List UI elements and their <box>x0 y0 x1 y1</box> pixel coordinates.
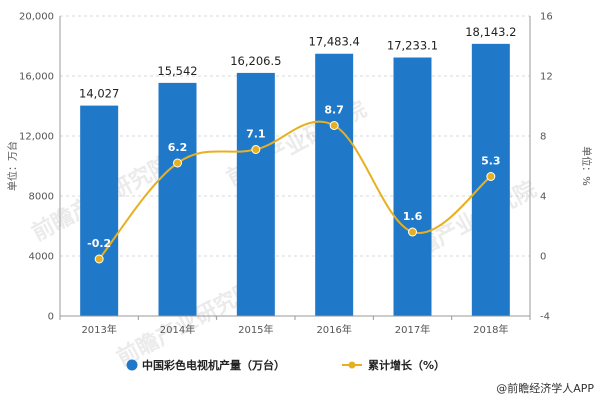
growth-point <box>329 121 339 130</box>
bar-value-label: 17,483.4 <box>309 35 360 49</box>
y-tick-right: 16 <box>540 12 553 23</box>
x-tick-label: 2014年 <box>160 323 195 336</box>
y-tick-right: 0 <box>540 252 546 263</box>
y-tick-right: -4 <box>540 312 550 323</box>
y-tick-right: 4 <box>540 192 546 203</box>
growth-value-label: -0.2 <box>87 237 111 250</box>
y-tick-left: 16,000 <box>19 72 54 83</box>
bar <box>80 105 119 316</box>
growth-point <box>486 172 496 181</box>
growth-value-label: 6.2 <box>168 141 188 154</box>
bar-value-label: 15,542 <box>157 64 197 78</box>
grid-lines <box>60 15 530 317</box>
axes: 0 4000 8000 12,000 16,000 20,000 -4 0 4 8 12 16 2013… <box>19 12 553 337</box>
bar-value-label: 17,233.1 <box>387 39 438 53</box>
data-labels: 14,027 15,542 16,206.5 17,483.4 17,233.1 18,1… <box>79 25 516 250</box>
bar <box>236 72 275 316</box>
legend-marker-line <box>348 361 356 369</box>
legend-marker-bar <box>126 359 138 371</box>
growth-point <box>251 145 261 154</box>
legend-label-line: 累计增长（%） <box>368 358 445 372</box>
bar-value-label: 18,143.2 <box>465 25 516 39</box>
x-tick-label: 2013年 <box>81 323 116 336</box>
growth-value-label: 1.6 <box>403 210 423 223</box>
source-credit: @前瞻经济学人APP <box>496 381 594 395</box>
y-tick-right: 12 <box>540 72 553 83</box>
growth-value-label: 8.7 <box>324 104 344 117</box>
x-tick-label: 2015年 <box>238 323 273 336</box>
bar <box>315 53 354 317</box>
y-tick-left: 8000 <box>29 192 54 203</box>
line-series <box>94 120 496 264</box>
growth-value-label: 5.3 <box>481 155 501 168</box>
bar <box>158 82 197 317</box>
x-tick-label: 2017年 <box>395 323 430 336</box>
growth-point <box>94 254 104 264</box>
growth-value-label: 7.1 <box>246 128 266 141</box>
bar-value-label: 14,027 <box>79 87 119 101</box>
y-axis-left-title: 单位：万台 <box>6 141 19 191</box>
bar-value-label: 16,206.5 <box>230 54 281 68</box>
bar <box>393 57 432 316</box>
y-tick-left: 20,000 <box>19 12 54 23</box>
y-tick-left: 12,000 <box>19 132 54 143</box>
x-tick-label: 2016年 <box>316 323 351 336</box>
growth-point <box>408 227 417 237</box>
growth-point <box>173 158 182 168</box>
x-tick-label: 2018年 <box>473 323 508 336</box>
legend-label-bar: 中国彩色电视机产量（万台） <box>142 358 285 372</box>
legend: 中国彩色电视机产量（万台） 累计增长（%） <box>126 358 445 372</box>
y-axis-right-title: 单位：% <box>580 146 593 186</box>
bar-series <box>80 43 510 317</box>
y-tick-left: 0 <box>48 312 54 323</box>
growth-line <box>98 120 492 260</box>
y-tick-left: 4000 <box>29 252 54 263</box>
y-tick-right: 8 <box>540 132 546 143</box>
